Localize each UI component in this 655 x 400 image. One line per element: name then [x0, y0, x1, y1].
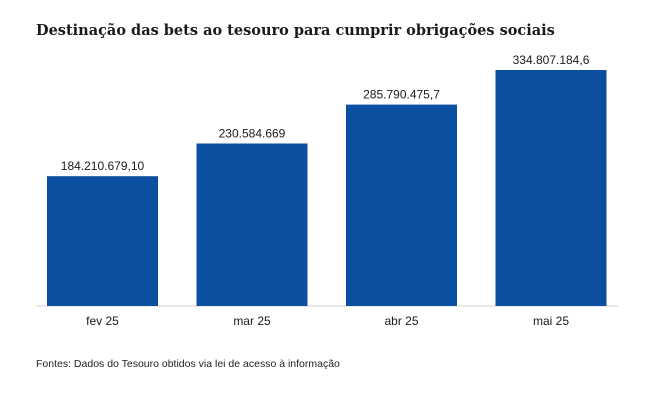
labels-layer: 184.210.679,10 fev 25 230.584.669 mar 25 285… — [61, 53, 590, 328]
x-tick-label: abr 25 — [384, 314, 418, 328]
source-note: Fontes: Dados do Tesouro obtidos via lei… — [36, 358, 340, 370]
data-label: 230.584.669 — [219, 127, 286, 141]
bar-fev-25 — [47, 176, 158, 306]
bar-abr-25 — [346, 104, 457, 306]
bar-mar-25 — [196, 143, 308, 306]
data-label: 334.807.184,6 — [513, 53, 590, 67]
x-tick-label: mai 25 — [533, 314, 569, 328]
data-label: 184.210.679,10 — [61, 159, 145, 173]
bars-layer — [47, 70, 607, 306]
bar-mai-25 — [495, 70, 607, 306]
chart-title: Destinação das bets ao tesouro para cump… — [36, 22, 555, 39]
data-label: 285.790.475,7 — [363, 88, 440, 102]
x-tick-label: mar 25 — [233, 314, 271, 328]
x-tick-label: fev 25 — [86, 314, 119, 328]
